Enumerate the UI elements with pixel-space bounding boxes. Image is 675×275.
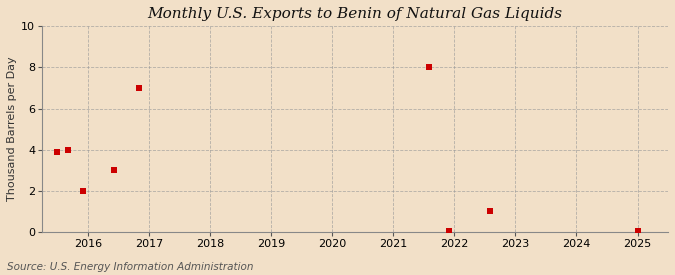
Point xyxy=(632,229,643,233)
Point xyxy=(52,150,63,154)
Y-axis label: Thousand Barrels per Day: Thousand Barrels per Day xyxy=(7,57,17,201)
Point xyxy=(133,86,144,90)
Text: Source: U.S. Energy Information Administration: Source: U.S. Energy Information Administ… xyxy=(7,262,253,272)
Title: Monthly U.S. Exports to Benin of Natural Gas Liquids: Monthly U.S. Exports to Benin of Natural… xyxy=(148,7,563,21)
Point xyxy=(444,229,455,233)
Point xyxy=(423,65,434,70)
Point xyxy=(62,147,73,152)
Point xyxy=(108,168,119,172)
Point xyxy=(78,189,88,193)
Point xyxy=(485,209,495,213)
